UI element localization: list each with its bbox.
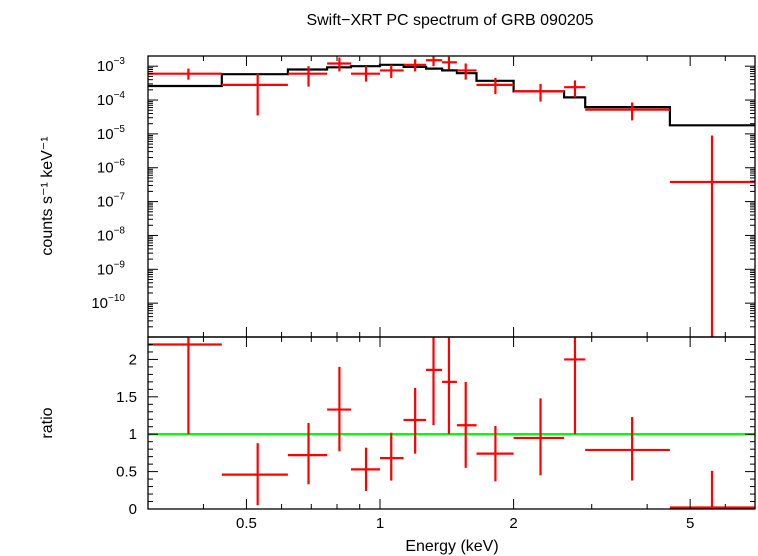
y-tick-label: 10−8 — [97, 225, 126, 244]
spectrum-data-point — [380, 64, 404, 78]
spectrum-y-axis: 10−3 10−4 10−5 10−6 10−7 10−8 10−9 10−10 — [91, 55, 755, 338]
ratio-data-point — [564, 337, 586, 435]
ratio-data-point — [426, 337, 443, 426]
ratio-data-point — [221, 443, 288, 506]
ratio-y-tick-label: 2 — [129, 351, 137, 368]
spectrum-data-point — [669, 135, 755, 337]
ratio-data-point — [380, 432, 404, 481]
spectrum-data-point — [456, 63, 477, 80]
x-tick-label: 2 — [509, 515, 517, 532]
energy-x-axis: 0.5 1 2 5 — [147, 337, 756, 532]
x-tick-label: 1 — [376, 515, 384, 532]
spectrum-data-points — [148, 56, 755, 337]
chart-title: Swift−XRT PC spectrum of GRB 090205 — [306, 12, 593, 29]
y-tick-label: 10−6 — [97, 158, 126, 177]
x-tick-label: 0.5 — [236, 515, 257, 532]
ratio-data-point — [403, 387, 427, 454]
y-tick-label: 10−4 — [97, 90, 126, 109]
spectrum-data-point — [327, 57, 351, 72]
ratio-data-point — [442, 337, 457, 435]
ratio-data-point — [350, 447, 381, 492]
ratio-data-points — [148, 337, 755, 509]
spectrum-x-ticks — [147, 56, 756, 337]
ratio-data-point — [327, 366, 351, 452]
spectrum-panel: 10−3 10−4 10−5 10−6 10−7 10−8 10−9 10−10 counts… — [39, 55, 756, 338]
spectrum-data-point — [564, 80, 586, 98]
ratio-y-tick-label: 0 — [129, 501, 137, 518]
ratio-data-point — [585, 417, 670, 481]
model-step-line — [148, 63, 755, 127]
y-tick-label: 10−10 — [91, 293, 125, 312]
y-tick-label: 10−5 — [97, 124, 126, 143]
ratio-data-point — [476, 425, 514, 482]
spectrum-data-point — [585, 102, 670, 121]
ratio-data-point — [669, 470, 755, 509]
ratio-data-point — [287, 423, 328, 485]
x-tick-label: 5 — [686, 515, 694, 532]
ratio-data-point — [456, 381, 477, 468]
spectrum-data-point — [148, 68, 222, 80]
ratio-y-tick-label: 1.5 — [116, 389, 137, 406]
spectrum-y-axis-label: counts s⁻¹ keV⁻¹ — [39, 136, 56, 255]
y-tick-label: 10−9 — [97, 259, 126, 278]
ratio-panel: 0 0.5 1 1.5 2 0.5 1 2 5 ratio Energy (keV) — [39, 336, 756, 555]
x-axis-label: Energy (keV) — [405, 538, 498, 555]
spectrum-data-point — [350, 66, 381, 82]
ratio-y-tick-label: 0.5 — [116, 464, 137, 481]
spectrum-data-point — [426, 56, 443, 67]
ratio-y-axis-label: ratio — [39, 407, 56, 438]
model-step-path — [148, 63, 755, 127]
y-tick-label: 10−7 — [97, 192, 126, 211]
spectrum-data-point — [403, 59, 427, 72]
ratio-y-axis: 0 0.5 1 1.5 2 — [116, 343, 755, 518]
spectrum-data-point — [442, 56, 457, 70]
ratio-data-point — [148, 337, 222, 435]
ratio-y-tick-label: 1 — [129, 426, 137, 443]
ratio-panel-frame — [147, 336, 756, 510]
ratio-data-point — [513, 398, 565, 476]
spectrum-data-point — [287, 66, 328, 87]
spectrum-data-point — [513, 83, 565, 102]
spectrum-data-point — [476, 77, 514, 95]
spectrum-data-point — [221, 73, 288, 116]
y-tick-label: 10−3 — [97, 56, 126, 75]
